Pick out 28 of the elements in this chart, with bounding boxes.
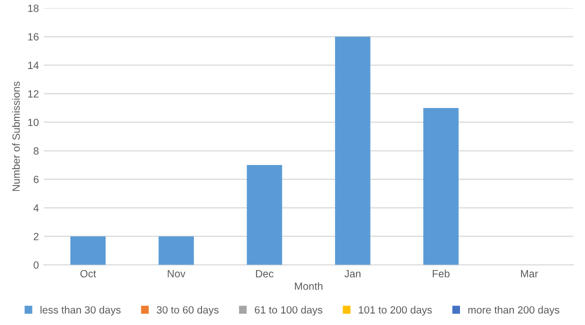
- y-tick-label: 6: [34, 176, 39, 184]
- y-tick-label: 8: [34, 147, 39, 155]
- bar: [335, 36, 370, 265]
- x-tick-label: Feb: [432, 270, 450, 278]
- y-tick-label: 12: [28, 90, 38, 98]
- x-axis-title: Month: [294, 282, 322, 290]
- y-tick-label: 18: [28, 4, 39, 12]
- y-axis-title: Number of Submissions: [12, 82, 20, 191]
- legend-label: less than 30 days: [40, 306, 121, 316]
- x-tick-label: Dec: [256, 270, 274, 278]
- y-tick-label: 16: [28, 33, 39, 41]
- x-tick-label: Nov: [168, 270, 186, 278]
- y-tick-label: 4: [33, 204, 39, 212]
- legend-label: 30 to 60 days: [156, 306, 219, 316]
- legend-label: 101 to 200 days: [358, 306, 432, 316]
- y-tick-label: 0: [34, 261, 39, 269]
- legend-label: more than 200 days: [468, 306, 560, 316]
- bar: [423, 108, 459, 265]
- x-tick-label: Oct: [80, 270, 96, 278]
- x-tick-label: Jan: [344, 270, 360, 278]
- y-tick-label: 14: [28, 62, 39, 69]
- x-tick-label: Mar: [521, 270, 538, 278]
- legend-label: 61 to 100 days: [254, 306, 322, 316]
- bar: [158, 236, 194, 265]
- bar: [246, 165, 282, 265]
- bar: [70, 236, 106, 265]
- y-tick-label: 2: [34, 232, 38, 240]
- y-tick-label: 10: [28, 118, 39, 126]
